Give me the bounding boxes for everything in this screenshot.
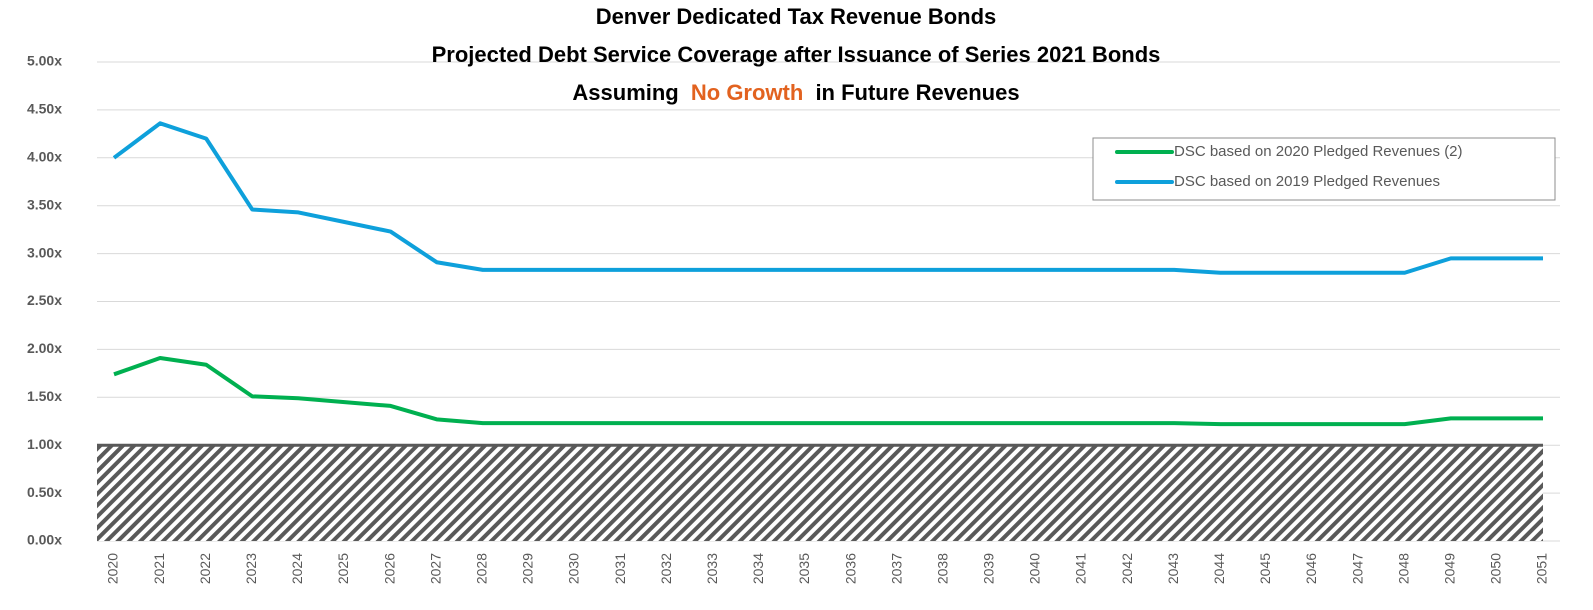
x-tick-label: 2045	[1257, 553, 1273, 584]
x-tick-label: 2051	[1534, 553, 1550, 584]
x-tick-label: 2037	[888, 553, 904, 584]
y-tick-label: 1.50x	[27, 388, 62, 404]
series-line	[112, 121, 1543, 275]
x-tick-label: 2027	[427, 553, 443, 584]
x-tick-label: 2033	[704, 553, 720, 584]
x-tick-label: 2039	[981, 553, 997, 584]
x-tick-label: 2043	[1165, 553, 1181, 584]
y-tick-label: 0.50x	[27, 484, 62, 500]
y-tick-label: 4.50x	[27, 101, 62, 117]
y-tick-label: 4.00x	[27, 149, 62, 165]
x-tick-label: 2042	[1119, 553, 1135, 584]
chart-title: Projected Debt Service Coverage after Is…	[432, 42, 1161, 67]
series-line	[113, 356, 1543, 427]
x-tick-label: 2036	[842, 553, 858, 584]
x-tick-label: 2028	[473, 553, 489, 584]
x-tick-label: 2034	[750, 553, 766, 584]
x-tick-label: 2020	[105, 553, 121, 584]
x-tick-label: 2048	[1395, 553, 1411, 584]
lines	[112, 121, 1543, 427]
x-tick-label: 2030	[566, 553, 582, 584]
title-highlight: No Growth	[691, 80, 803, 105]
x-tick-label: 2026	[381, 553, 397, 584]
x-tick-label: 2047	[1349, 553, 1365, 584]
x-tick-label: 2046	[1303, 553, 1319, 584]
x-tick-label: 2049	[1442, 553, 1458, 584]
threshold-band	[97, 443, 1543, 541]
x-tick-label: 2022	[197, 553, 213, 584]
x-tick-label: 2040	[1027, 553, 1043, 584]
title-part: Assuming	[572, 80, 678, 105]
x-tick-label: 2021	[151, 553, 167, 584]
x-tick-label: 2044	[1211, 553, 1227, 584]
legend-label: DSC based on 2020 Pledged Revenues (2)	[1174, 143, 1463, 160]
y-tick-label: 5.00x	[27, 53, 62, 69]
x-tick-label: 2029	[520, 553, 536, 584]
x-tick-label: 2050	[1488, 553, 1504, 584]
y-tick-label: 2.00x	[27, 340, 62, 356]
chart-title: Denver Dedicated Tax Revenue Bonds	[596, 4, 997, 29]
title-part: in Future Revenues	[815, 80, 1019, 105]
legend: DSC based on 2020 Pledged Revenues (2) DS…	[1115, 143, 1463, 190]
x-tick-label: 2023	[243, 553, 259, 584]
x-tick-label: 2024	[289, 553, 305, 584]
y-tick-label: 3.00x	[27, 244, 62, 260]
x-tick-label: 2035	[796, 553, 812, 584]
x-tick-label: 2038	[934, 553, 950, 584]
x-tick-label: 2025	[335, 553, 351, 584]
legend-box	[1092, 137, 1556, 201]
x-tick-label: 2031	[612, 553, 628, 584]
y-tick-label: 2.50x	[27, 292, 62, 308]
threshold-band	[97, 445, 1543, 541]
chart-title: Assuming No Growth in Future Revenues	[572, 80, 1019, 105]
legend-label: DSC based on 2019 Pledged Revenues	[1174, 173, 1440, 190]
labels: 0.00x 0.50x 1.00x 1.50x 2.00x 2.50x 3.00x 3.50x…	[27, 53, 1550, 584]
x-tick-label: 2032	[658, 553, 674, 584]
x-tick-label: 2041	[1073, 553, 1089, 584]
y-tick-label: 3.50x	[27, 196, 62, 212]
y-tick-label: 0.00x	[27, 532, 62, 548]
y-tick-label: 1.00x	[27, 436, 62, 452]
